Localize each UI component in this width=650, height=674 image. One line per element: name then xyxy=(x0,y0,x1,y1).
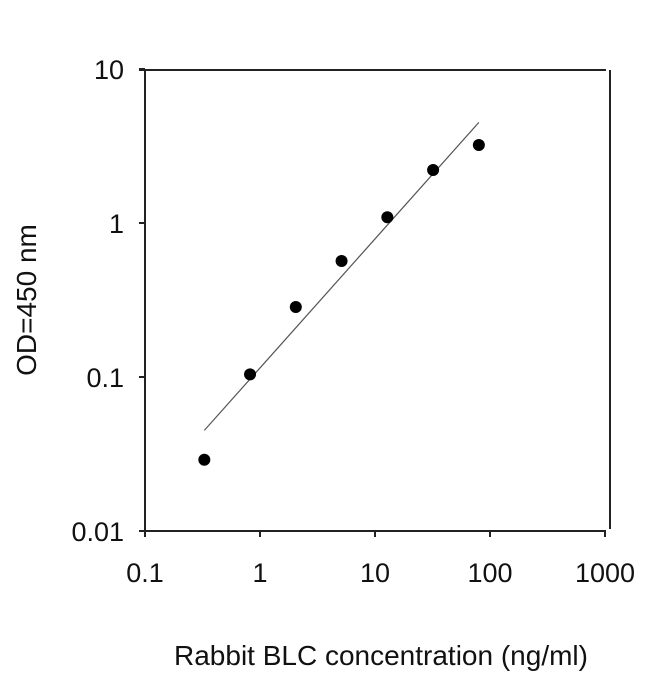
x-tick-label: 1000 xyxy=(575,558,635,588)
data-point xyxy=(472,138,485,151)
data-point xyxy=(198,453,211,466)
data-point xyxy=(427,163,440,176)
y-tick-label: 0.1 xyxy=(86,363,124,393)
plot-frame xyxy=(139,69,611,532)
y-tick-label: 1 xyxy=(109,209,124,239)
x-tick-label: 10 xyxy=(360,558,390,588)
y-axis-ticks: 0.01 0.1 1 10 xyxy=(71,55,145,547)
x-tick-label: 100 xyxy=(467,558,512,588)
x-axis-ticks: 0.1 1 10 100 1000 xyxy=(126,531,635,588)
data-point xyxy=(244,368,257,381)
data-point xyxy=(289,300,302,313)
x-axis-title: Rabbit BLC concentration (ng/ml) xyxy=(174,640,588,671)
y-tick-label: 10 xyxy=(94,55,124,85)
y-axis-title: OD=450 nm xyxy=(11,224,42,376)
data-point xyxy=(335,254,348,267)
data-point xyxy=(381,211,394,224)
x-tick-label: 0.1 xyxy=(126,558,164,588)
data-points xyxy=(198,138,485,466)
x-tick-label: 1 xyxy=(252,558,267,588)
y-tick-label: 0.01 xyxy=(71,517,124,547)
